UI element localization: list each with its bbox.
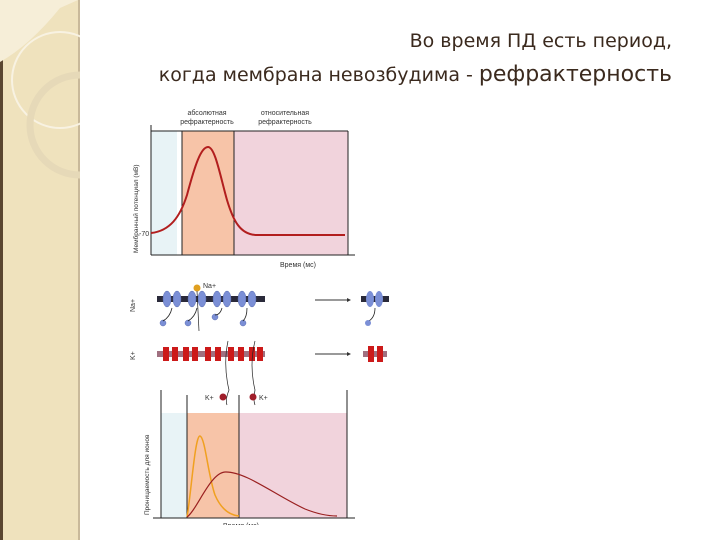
title-line-2-prefix: когда мембрана невозбудима - [158, 64, 479, 86]
title-emphasis: рефрактерность [478, 62, 672, 87]
label-relative-1: относительная [261, 110, 309, 117]
k-ion-left-label: K+ [205, 395, 214, 402]
k-ion-right-label: K+ [259, 395, 268, 402]
label-absolute-1: абсолютная [187, 109, 226, 117]
bottom-xlabel: Время (мс) [223, 523, 259, 525]
title-line-2: когда мембрана невозбудима - рефрактерно… [159, 58, 672, 92]
membrane-potential-chart: абсолютная рефрактерность относительная … [132, 109, 355, 269]
label-relative-2: рефрактерность [258, 119, 312, 126]
bottom-ylabel: Проницаемость для ионов [144, 434, 151, 515]
ion-channels-diagram: Na+ K+ Na+ [130, 283, 389, 406]
ion-permeability-chart: K+ K+ Проницаемость для ионов Время (мс) [144, 390, 355, 530]
na-ion-label: Na+ [203, 283, 216, 290]
ytick-minus70: -70 [139, 231, 149, 238]
refractory-figure: абсолютная рефрактерность относительная … [125, 105, 405, 530]
na-row-label: Na+ [130, 299, 137, 312]
slide-title: Во время ПД есть период, когда мембрана … [159, 24, 672, 92]
top-xlabel: Время (мс) [280, 262, 316, 269]
k-row-label: K+ [130, 351, 137, 360]
decorative-circles-icon [0, 0, 80, 179]
title-line-1: Во время ПД есть период, [409, 30, 672, 52]
sidebar-edge [0, 0, 3, 540]
label-absolute-2: рефрактерность [180, 119, 234, 126]
top-ylabel: Мембранный потенциал (мВ) [132, 164, 140, 253]
slide-sidebar-decoration [0, 0, 80, 540]
